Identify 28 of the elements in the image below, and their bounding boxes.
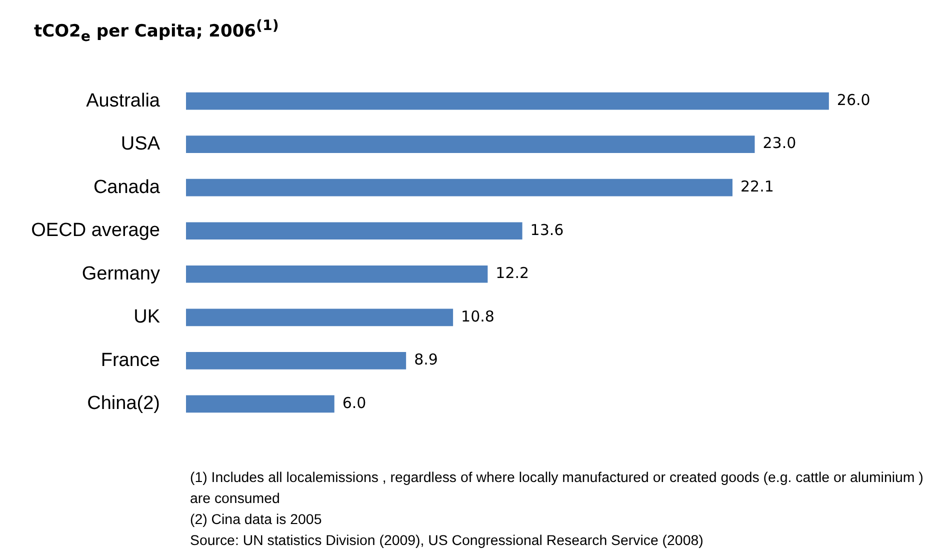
y-tick-label: Canada [93, 176, 160, 198]
bar [186, 265, 488, 283]
y-tick-label: Australia [86, 90, 160, 112]
bar [186, 395, 334, 413]
bar [186, 136, 755, 153]
data-label: 10.8 [461, 307, 494, 326]
y-tick-label: UK [134, 306, 160, 328]
text: (1) Includes all localemissions , regardless of where locally manufactured or created goods (e.g. cattle or aluminium ) are consumed [190, 469, 924, 509]
bar [186, 352, 406, 370]
source-note: Source: UN statistics Division (2009), US Congressional Research Service (2008) [190, 532, 704, 551]
data-label: 26.0 [836, 90, 870, 109]
y-tick-label: OECD average [31, 220, 160, 242]
chart-title: tCO2$_{e}$ per Capita; 2006$^{(1)}$ [34, 18, 279, 46]
y-tick-label: Germany [82, 263, 160, 284]
bar [186, 178, 732, 196]
data-label: 6.0 [342, 394, 366, 412]
bar [186, 222, 522, 240]
data-label: 22.1 [740, 177, 774, 196]
text: (2) Cina data is 2005 [190, 511, 323, 530]
y-tick-label: China(2) [87, 393, 160, 414]
data-label: 13.6 [530, 220, 564, 239]
bar [186, 92, 829, 110]
data-label: 12.2 [496, 264, 530, 282]
data-label: 8.9 [414, 350, 438, 369]
bar [186, 308, 454, 326]
data-label: 23.0 [762, 134, 796, 152]
y-tick-label: USA [120, 134, 160, 155]
y-tick-label: France [100, 350, 160, 371]
